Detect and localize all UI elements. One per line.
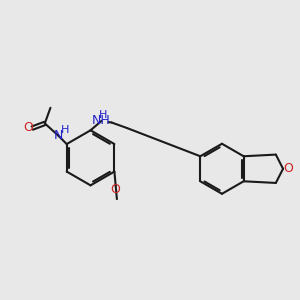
Text: NH: NH [92,114,111,128]
Text: O: O [283,162,293,175]
Text: N: N [53,129,63,142]
Text: H: H [61,125,69,135]
Text: O: O [111,183,121,196]
Text: O: O [23,121,33,134]
Text: H: H [99,110,107,120]
